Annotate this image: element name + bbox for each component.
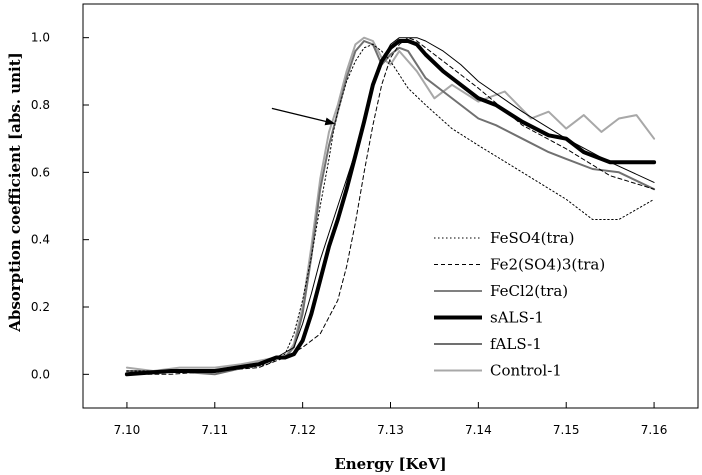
x-tick-label: 7.15: [553, 423, 580, 437]
x-tick-label: 7.11: [201, 423, 228, 437]
x-tick-label: 7.10: [114, 423, 141, 437]
series-line-sals-1: [124, 39, 657, 377]
series-line-feso4-tra: [126, 43, 655, 372]
series-line-fecl2-tra: [126, 37, 655, 375]
y-tick-label: 0.6: [31, 165, 50, 179]
y-tick-label: 0.8: [31, 98, 50, 112]
legend-label-feso4-tra: FeSO4(tra): [490, 229, 574, 247]
legend-label-control-1: Control-1: [490, 362, 562, 380]
legend: FeSO4(tra) Fe2(SO4)3(tra) FeCl2(tra) sALS-1…: [434, 229, 605, 380]
y-tick-label: 1.0: [31, 31, 50, 45]
legend-label-fals-1: fALS-1: [490, 335, 542, 353]
legend-label-fe2-so4-3-tra: Fe2(SO4)3(tra): [490, 256, 605, 274]
y-axis-title: Absorption coefficient [abs. unit]: [6, 52, 24, 333]
annotation-arrow: [271, 107, 336, 126]
y-tick-label: 0.4: [31, 233, 50, 247]
x-tick-label: 7.14: [465, 423, 492, 437]
series-layer: [124, 36, 657, 377]
y-axis: 0.0 0.2 0.4 0.6 0.8 1.0: [31, 31, 89, 381]
legend-label-sals-1: sALS-1: [490, 309, 544, 327]
legend-label-fecl2-tra: FeCl2(tra): [490, 282, 568, 300]
annotation-layer: [271, 107, 336, 126]
x-tick-label: 7.13: [377, 423, 404, 437]
series-line-fals-1: [125, 40, 656, 376]
x-tick-label: 7.16: [641, 423, 668, 437]
x-axis-title: Energy [KeV]: [334, 455, 446, 473]
y-tick-label: 0.2: [31, 300, 50, 314]
y-tick-label: 0.0: [31, 367, 50, 381]
x-axis: 7.10 7.11 7.12 7.13 7.14 7.15 7.16: [114, 402, 668, 437]
series-line-control-1: [125, 36, 656, 372]
x-tick-label: 7.12: [289, 423, 316, 437]
series-line-fe2-so4-3-tra: [126, 37, 655, 375]
